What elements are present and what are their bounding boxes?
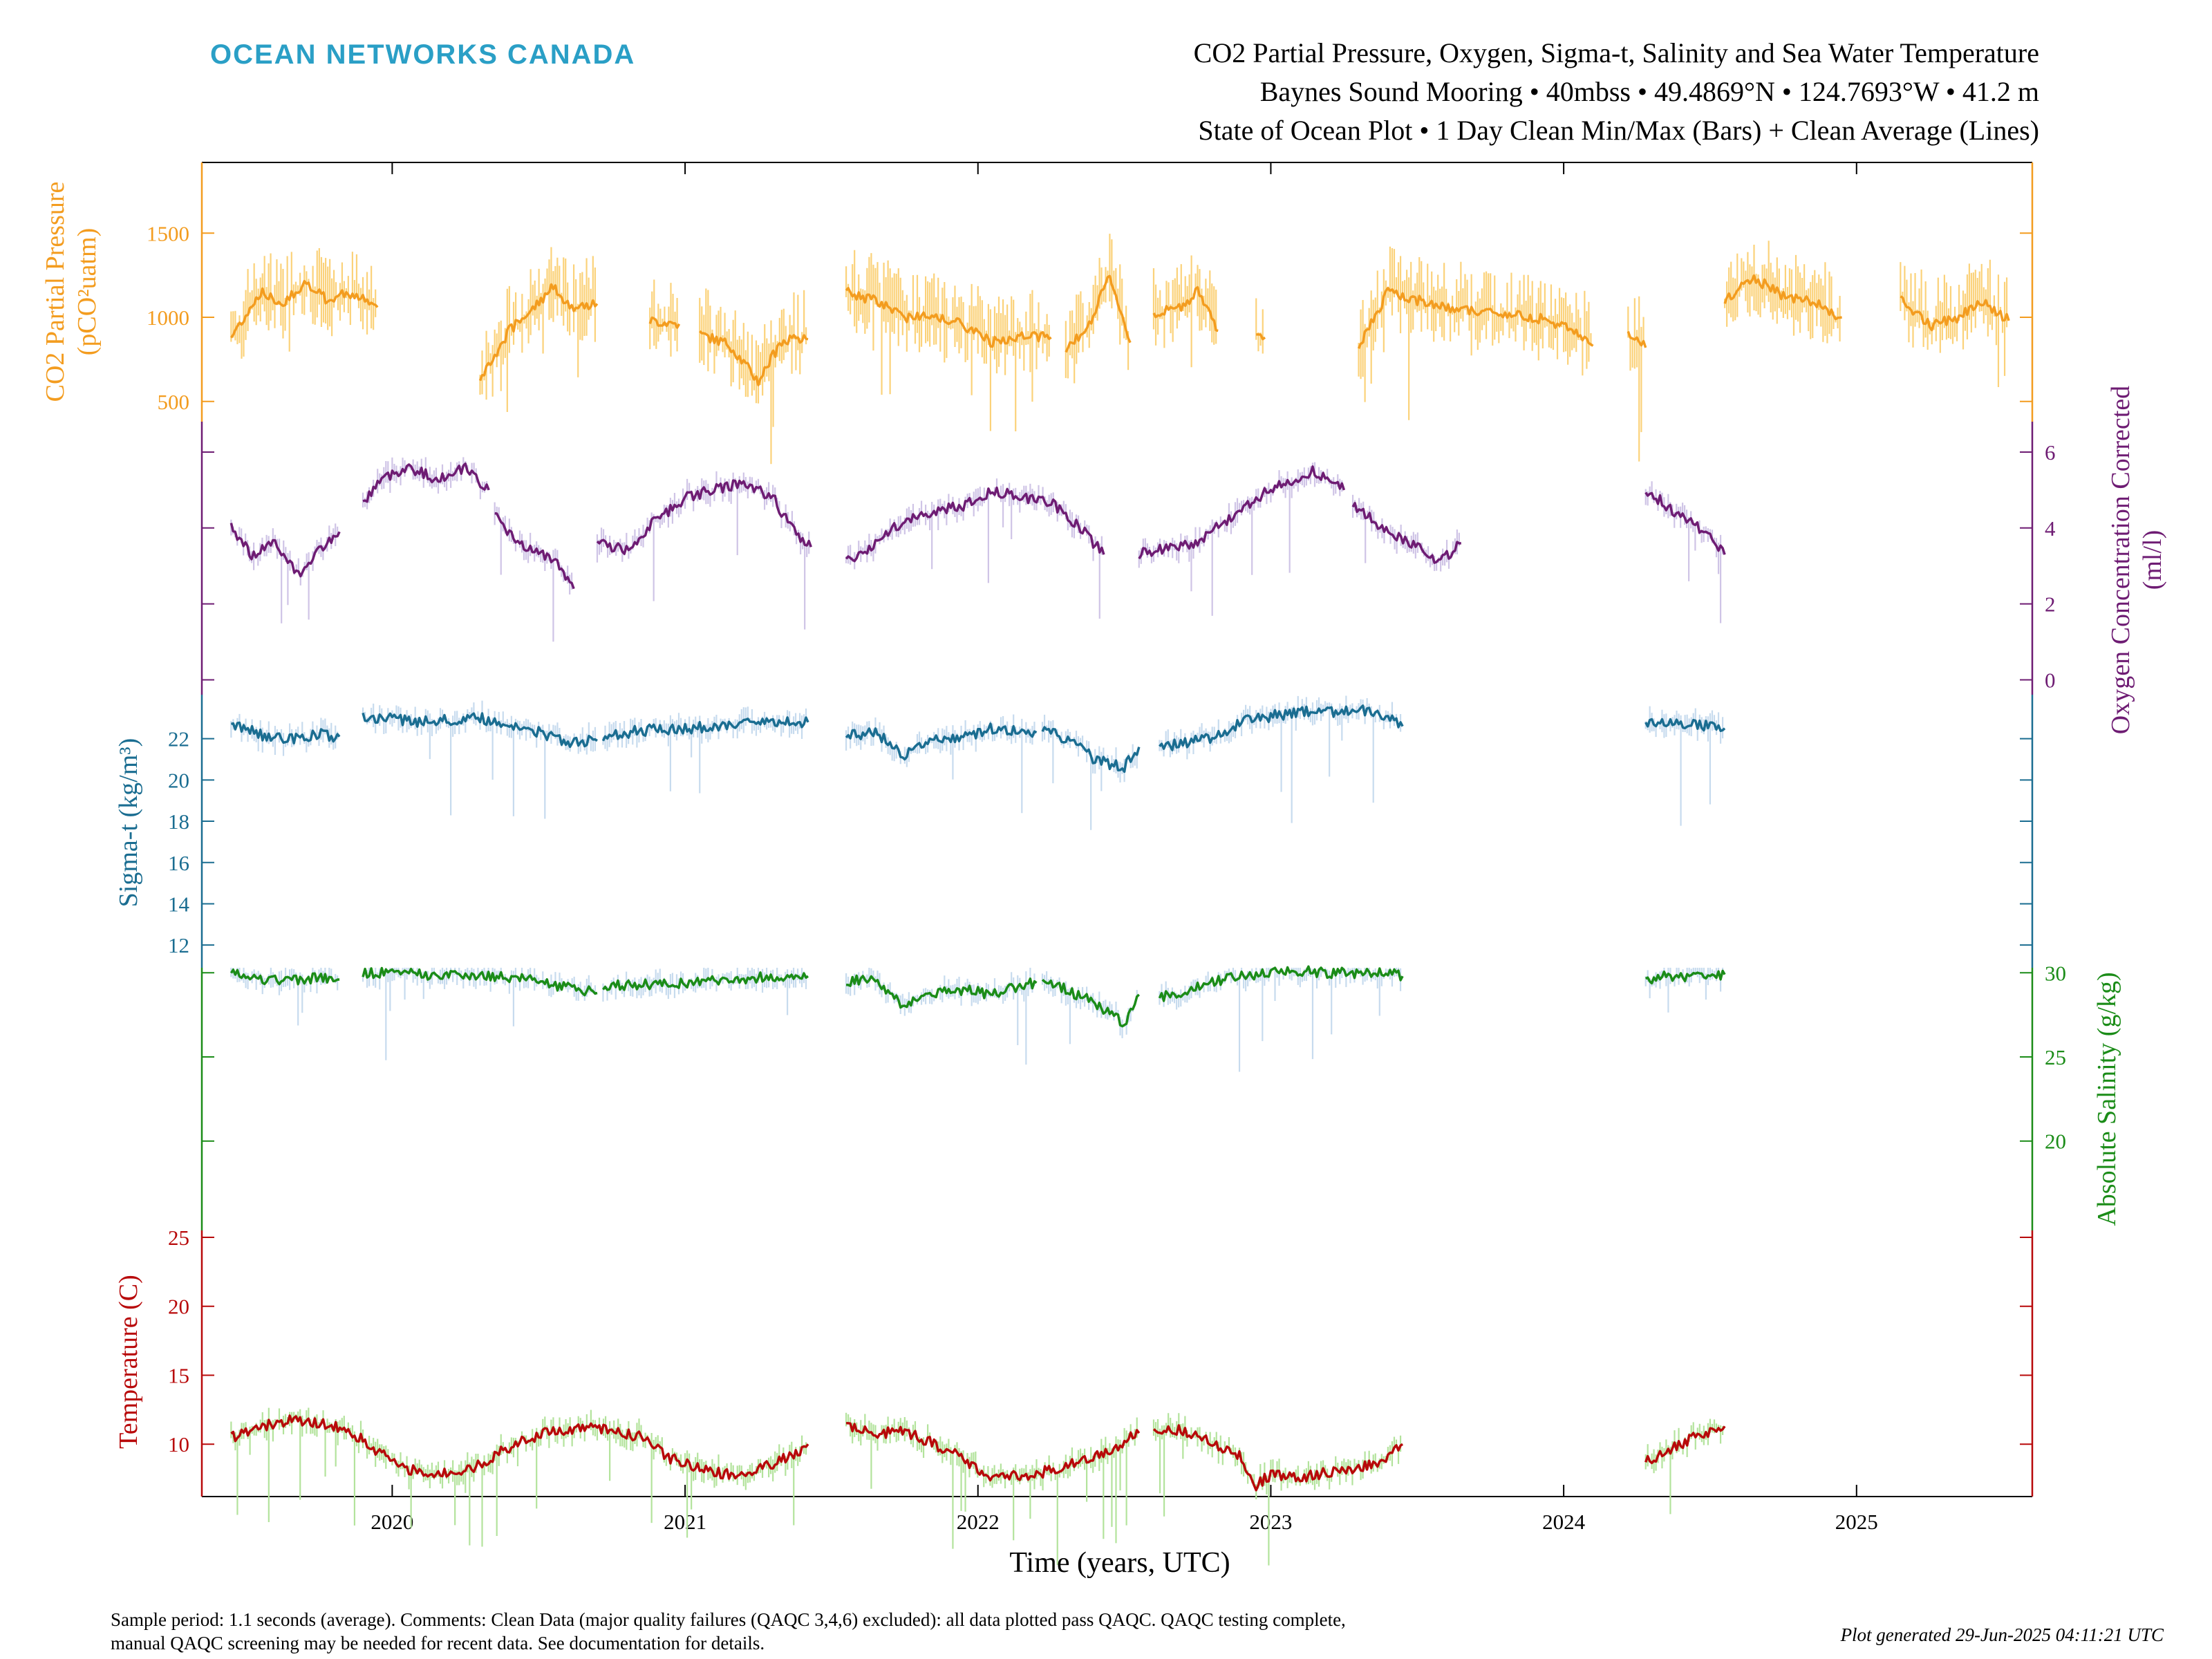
sigma-average-line [845,722,1038,761]
brand-logo-text: OCEAN NETWORKS CANADA [210,39,635,70]
co2-average-line [1152,285,1219,332]
oxygen-y-tick-label: 4 [2045,516,2056,541]
co2-y-tick-label: 1500 [147,221,189,245]
generated-timestamp: Plot generated 29-Jun-2025 04:11:21 UTC [1840,1624,2164,1645]
sigma-average-line [1041,726,1141,774]
temperature-y-tick-label: 10 [168,1432,189,1456]
co2-average-line [1900,295,2010,332]
x-tick-label: 2022 [957,1510,1000,1534]
oxygen-average-line [596,479,812,555]
salinity-average-line [229,968,340,986]
temperature-average-line [1644,1425,1726,1465]
oxygen-y-tick-label: 0 [2045,668,2056,693]
temperature-average-line [846,1422,1141,1482]
temperature-y-tick-label: 15 [168,1363,189,1387]
co2-average-line [478,283,599,382]
sigma-y-tick-label: 20 [168,768,189,792]
salinity-y-tick-label: 20 [2045,1130,2066,1154]
sigma-average-line [601,716,809,742]
salinity-average-line [1644,969,1726,985]
x-tick-label: 2023 [1249,1510,1292,1534]
x-axis-label: Time (years, UTC) [1009,1547,1230,1579]
co2-average-line [1065,274,1132,353]
sigma-average-line [1159,704,1404,751]
co2-y-axis-label-units: (pCO²uatm) [73,228,102,355]
sigma-y-tick-label: 14 [168,892,190,916]
co2-average-line [1357,286,1594,349]
co2-average-line [648,316,681,329]
footer-note-line-2: manual QAQC screening may be needed for … [111,1633,765,1653]
oxygen-average-line [845,486,1105,563]
co2-average-line [845,287,1052,348]
sigma-y-tick-label: 22 [168,727,189,751]
salinity-average-line [362,966,598,997]
oxygen-y-tick-label: 6 [2045,440,2056,465]
x-tick-label: 2021 [664,1510,706,1534]
sigma-average-line [362,712,598,749]
oxygen-average-line [229,523,341,578]
salinity-average-line [1041,978,1140,1028]
temperature-average-line [1152,1424,1404,1492]
sigma-average-line [1644,718,1726,733]
oxygen-average-line [1138,465,1346,560]
sigma-y-tick-label: 16 [168,851,189,875]
chart-subtitle-method: State of Ocean Plot • 1 Day Clean Min/Ma… [1198,115,2039,146]
salinity-average-line [602,971,809,991]
oxygen-y-axis-label: Oxygen Concentration Corrected [2106,386,2135,734]
footer-note-line-1: Sample period: 1.1 seconds (average). Co… [111,1609,1346,1630]
salinity-average-line [846,974,1038,1009]
x-tick-label: 2024 [1542,1510,1586,1534]
temperature-y-tick-label: 25 [168,1226,189,1250]
co2-average-line [1627,330,1647,348]
oxygen-y-tick-label: 2 [2045,592,2056,617]
sigma-average-line [231,721,341,744]
temperature-y-axis-label: Temperature (C) [114,1275,143,1449]
oxygen-average-line [362,462,490,503]
salinity-y-tick-label: 30 [2045,961,2066,985]
co2-average-line [699,330,809,386]
oxygen-y-axis-label-units: (ml/l) [2138,530,2167,590]
temperature-y-tick-label: 20 [168,1295,189,1319]
salinity-y-axis-label: Absolute Salinity (g/kg) [2092,972,2121,1226]
co2-average-line [230,279,379,339]
oxygen-average-line [494,512,575,590]
co2-y-tick-label: 1000 [147,306,189,330]
sigma-y-tick-label: 18 [168,809,189,834]
x-tick-label: 2025 [1835,1510,1878,1534]
sigma-y-tick-label: 12 [168,933,189,957]
co2-y-tick-label: 500 [158,390,190,414]
temperature-average-line [230,1414,809,1480]
oxygen-average-line [1644,491,1726,555]
co2-y-axis-label: CO2 Partial Pressure [41,182,70,402]
co2-average-line [1723,274,1842,321]
x-tick-label: 2020 [371,1510,413,1534]
sigma-y-axis-label: Sigma-t (kg/m³) [114,738,143,908]
chart-title: CO2 Partial Pressure, Oxygen, Sigma-t, S… [1194,37,2039,68]
co2-average-line [1256,333,1266,341]
salinity-y-tick-label: 25 [2045,1045,2066,1069]
chart-subtitle-location: Baynes Sound Mooring • 40mbss • 49.4869°… [1260,76,2039,107]
oxygen-average-line [1351,502,1461,564]
salinity-average-line [1158,965,1404,1002]
